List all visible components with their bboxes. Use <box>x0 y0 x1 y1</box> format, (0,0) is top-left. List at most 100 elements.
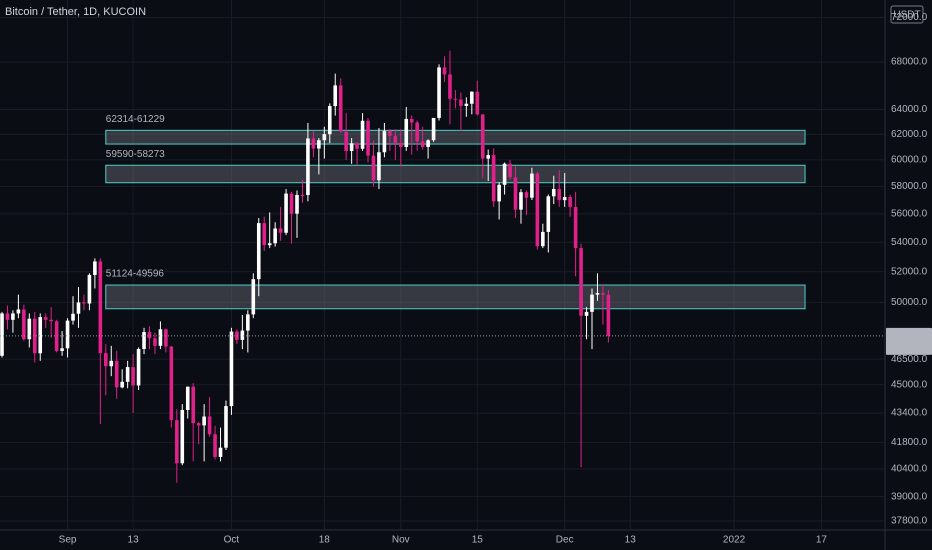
candle-body <box>475 91 480 115</box>
candle-body <box>229 331 234 407</box>
candle-body <box>16 309 21 314</box>
candle-body <box>568 196 572 207</box>
candle-body <box>158 329 163 346</box>
candle-body <box>530 173 534 198</box>
y-tick-label: 62000.0 <box>891 129 928 140</box>
y-tick-label: 43400.0 <box>891 408 928 419</box>
candle-body <box>420 141 425 147</box>
x-tick-label: Dec <box>556 535 574 546</box>
candle-body <box>541 231 545 247</box>
candle-body <box>153 338 157 346</box>
candle-body <box>103 353 108 367</box>
candle-body <box>398 142 403 147</box>
candle-body <box>382 130 387 153</box>
currency-box[interactable] <box>890 5 924 24</box>
last-price-box <box>886 327 932 355</box>
zone-label: 62314-61229 <box>106 114 165 125</box>
x-tick-label: Oct <box>224 535 240 546</box>
candle-body <box>349 143 354 151</box>
candle-body <box>87 274 92 304</box>
candle-body <box>562 196 567 201</box>
candle-body <box>535 173 540 247</box>
candle-body <box>256 223 261 280</box>
candle-body <box>322 134 327 141</box>
zone <box>105 284 806 310</box>
y-tick-label: 72000.0 <box>891 12 928 23</box>
y-tick-label: 64000.0 <box>891 104 928 115</box>
y-tick-label: 46500.0 <box>891 354 928 365</box>
candle-body <box>0 313 4 356</box>
candle-body <box>38 317 43 354</box>
candle-body <box>213 434 217 457</box>
last-price-label: 47908.8 <box>891 329 928 340</box>
candle-body <box>147 332 152 339</box>
zone-label: 51124-49596 <box>106 269 165 280</box>
candle-body <box>22 309 26 340</box>
y-tick-label: 50000.0 <box>891 297 928 308</box>
candle-body <box>327 106 332 135</box>
candle-body <box>5 313 10 320</box>
candle-body <box>388 130 392 136</box>
candle-body <box>595 293 600 295</box>
candle-body <box>235 331 239 340</box>
candle-body <box>519 192 523 210</box>
candle-body <box>366 120 370 156</box>
candle-body <box>93 261 97 275</box>
y-tick-label: 68000.0 <box>891 57 928 68</box>
candle-body <box>202 416 206 426</box>
candle-body <box>360 120 365 149</box>
x-tick-label: Sep <box>59 535 77 546</box>
candle-body <box>513 177 518 210</box>
zone <box>105 164 806 184</box>
candle-body <box>470 91 474 104</box>
x-tick-label: 2022 <box>723 535 746 546</box>
candle-body <box>164 329 168 347</box>
candle-body <box>579 248 583 316</box>
y-tick-label: 45000.0 <box>891 379 928 390</box>
candle-body <box>333 85 338 107</box>
candle-body <box>404 118 409 147</box>
candle-body <box>480 114 485 159</box>
candle-body <box>371 155 376 181</box>
candle-body <box>11 313 15 320</box>
x-tick-label: 18 <box>319 535 331 546</box>
candle-body <box>573 206 578 249</box>
candle-body <box>551 188 556 197</box>
candle-body <box>218 447 223 457</box>
candle-body <box>590 294 594 312</box>
candle-body <box>311 138 316 149</box>
candle-body <box>508 163 512 178</box>
candle-body <box>207 416 212 435</box>
candle-body <box>284 193 288 233</box>
candle-body <box>142 332 146 349</box>
candle-body <box>109 360 114 367</box>
candle-body <box>240 330 245 340</box>
y-tick-label: 40400.0 <box>891 464 928 475</box>
candle-body <box>464 103 469 106</box>
candle-body <box>54 321 59 351</box>
candle-body <box>278 228 283 233</box>
zones: 62314-61229 59590-58273 51124-49596 <box>105 114 806 310</box>
candle-body <box>486 155 491 159</box>
candle-body <box>185 386 190 411</box>
y-tick-label: 37800.0 <box>891 516 928 527</box>
candle-body <box>246 314 250 331</box>
candle-body <box>251 279 256 315</box>
candle-body <box>60 348 64 351</box>
y-tick-label: 41800.0 <box>891 437 928 448</box>
candle-body <box>497 184 501 202</box>
y-tick-label: 60000.0 <box>891 155 928 166</box>
countdown: 04:21:31 <box>891 341 930 352</box>
zone <box>105 129 806 145</box>
candle-body <box>224 406 228 448</box>
currency[interactable]: USDT <box>893 10 920 21</box>
x-tick-label: 15 <box>472 535 484 546</box>
candle-body <box>98 261 103 354</box>
candle-body <box>437 67 441 118</box>
candle-body <box>262 223 267 246</box>
candle-body <box>415 122 419 142</box>
y-tick-label: 58000.0 <box>891 181 928 192</box>
y-tick-label: 52000.0 <box>891 266 928 277</box>
candle-body <box>606 294 611 336</box>
